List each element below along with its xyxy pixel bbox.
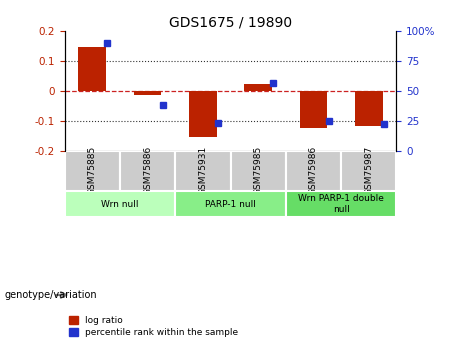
- Text: Wrn PARP-1 double
null: Wrn PARP-1 double null: [298, 194, 384, 214]
- Bar: [286, 151, 341, 191]
- Bar: [65, 191, 175, 217]
- Bar: [244, 84, 272, 91]
- Text: GSM75986: GSM75986: [309, 145, 318, 195]
- Bar: [175, 191, 286, 217]
- Bar: [286, 191, 396, 217]
- Bar: [189, 91, 217, 137]
- Text: Wrn null: Wrn null: [101, 199, 139, 208]
- Text: GSM75886: GSM75886: [143, 145, 152, 195]
- Bar: [120, 151, 175, 191]
- Text: genotype/variation: genotype/variation: [5, 290, 97, 300]
- Bar: [65, 151, 120, 191]
- Bar: [230, 151, 286, 191]
- Text: GSM75987: GSM75987: [364, 145, 373, 195]
- Text: GSM75985: GSM75985: [254, 145, 263, 195]
- Bar: [355, 91, 383, 126]
- Bar: [341, 151, 396, 191]
- Text: GSM75931: GSM75931: [198, 145, 207, 195]
- Title: GDS1675 / 19890: GDS1675 / 19890: [169, 16, 292, 30]
- Text: GSM75885: GSM75885: [88, 145, 97, 195]
- Bar: [300, 91, 327, 128]
- Bar: [78, 47, 106, 91]
- Legend: log ratio, percentile rank within the sample: log ratio, percentile rank within the sa…: [69, 316, 238, 337]
- Bar: [175, 151, 230, 191]
- Text: PARP-1 null: PARP-1 null: [205, 199, 256, 208]
- Bar: [134, 91, 161, 96]
